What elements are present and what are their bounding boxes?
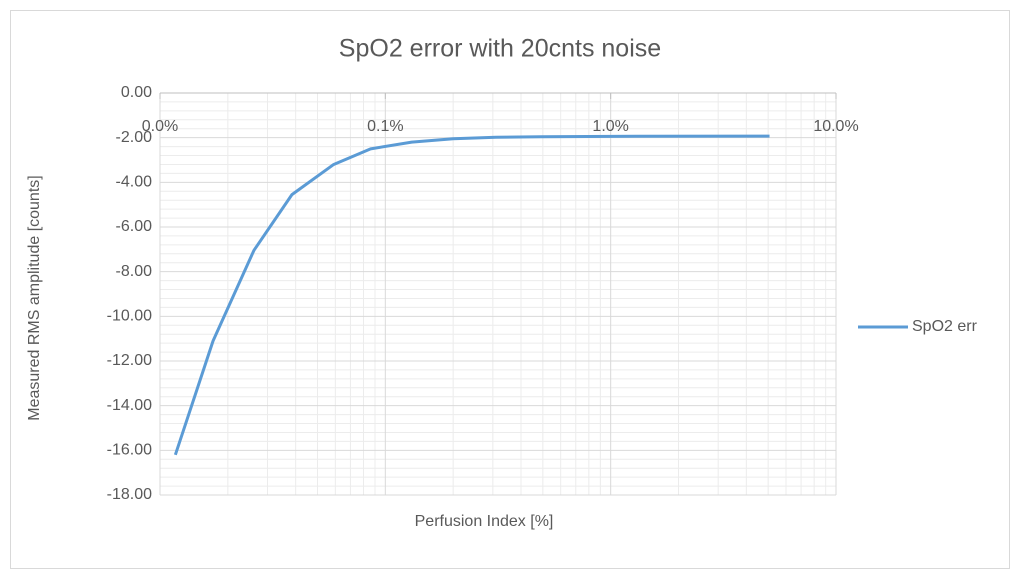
y-tick-label: -16.00 [107, 442, 152, 459]
y-tick-label: -14.00 [107, 397, 152, 414]
y-tick-label: -8.00 [116, 263, 153, 280]
y-tick-label: -18.00 [107, 486, 152, 503]
y-tick-label: 0.00 [121, 84, 152, 101]
y-tick-label: -10.00 [107, 308, 152, 325]
y-tick-label: -2.00 [116, 129, 153, 146]
y-tick-label: -6.00 [116, 218, 153, 235]
y-tick-label: -12.00 [107, 352, 152, 369]
x-tick-label: 10.0% [813, 118, 858, 135]
x-tick-label: 0.0% [142, 118, 178, 135]
y-axis-label: Measured RMS amplitude [counts] [26, 175, 43, 420]
legend-label: SpO2 err [912, 318, 978, 335]
y-tick-label: -4.00 [116, 174, 153, 191]
x-tick-label: 1.0% [592, 118, 628, 135]
data-line [173, 134, 770, 456]
x-tick-label: 0.1% [367, 118, 403, 135]
x-axis-label: Perfusion Index [%] [415, 513, 554, 530]
chart-title: SpO2 error with 20cnts noise [339, 35, 661, 63]
